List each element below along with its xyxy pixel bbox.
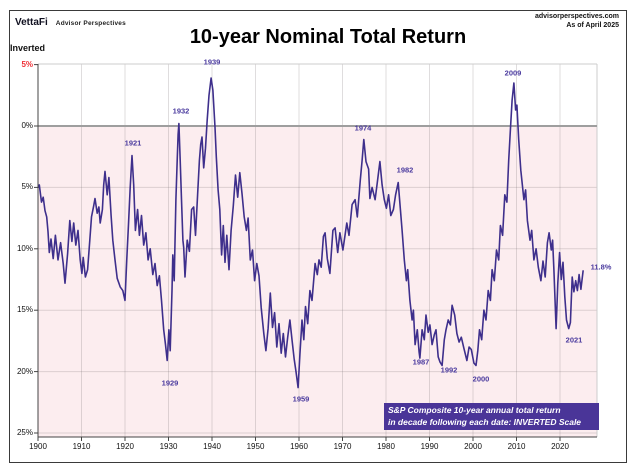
total-return-line <box>37 77 584 389</box>
annotation-1992: 1992 <box>440 365 458 375</box>
annotation-1921: 1921 <box>124 138 142 148</box>
annotation-1974: 1974 <box>354 123 372 133</box>
y-axis-label: 20% <box>16 366 33 376</box>
brand-subtitle: Advisor Perspectives <box>55 20 126 27</box>
caption-box: S&P Composite 10-year annual total retur… <box>384 403 599 430</box>
annotation-2000: 2000 <box>472 374 490 384</box>
y-axis-label: 5% <box>21 182 33 192</box>
as-of-date: As of April 2025 <box>566 22 619 29</box>
annotation-118: 11.8% <box>590 262 612 272</box>
y-axis-label: 15% <box>16 305 33 315</box>
x-axis-label: 1920 <box>116 442 134 451</box>
chart-outer-border <box>9 10 627 463</box>
annotation-1929: 1929 <box>161 378 179 388</box>
inverted-scale-note: Inverted <box>10 43 46 53</box>
caption-line-2: in decade following each date: INVERTED … <box>388 416 582 427</box>
annotation-2021: 2021 <box>565 335 583 345</box>
x-axis-label: 1980 <box>377 442 395 451</box>
annotation-1939: 1939 <box>203 57 221 67</box>
annotation-2009: 2009 <box>504 68 522 78</box>
vettafi-logo: VettaFi <box>15 17 48 28</box>
y-axis-label: 0% <box>21 121 33 130</box>
x-axis-label: 1950 <box>246 442 265 451</box>
x-axis-label: 2010 <box>507 442 526 451</box>
x-axis-label: 1940 <box>203 442 221 451</box>
x-axis-label: 1930 <box>159 442 178 451</box>
x-axis-label: 2020 <box>551 442 569 451</box>
caption-line-1: S&P Composite 10-year annual total retur… <box>388 405 561 415</box>
x-axis-label: 1960 <box>290 442 308 451</box>
y-axis-label: 25% <box>16 428 33 437</box>
x-axis-label: 1990 <box>420 442 439 451</box>
negative-return-shading <box>38 126 597 437</box>
x-axis-label: 1910 <box>72 442 91 451</box>
x-axis-label: 2000 <box>464 442 482 451</box>
source-url: advisorperspectives.com <box>534 13 619 20</box>
page-title: 10-year Nominal Total Return <box>189 26 467 48</box>
y-axis-label: 10% <box>16 243 33 253</box>
annotation-1932: 1932 <box>172 106 190 116</box>
source-block: advisorperspectives.com As of April 2025 <box>535 12 619 30</box>
annotation-1959: 1959 <box>292 394 310 404</box>
y-axis-label: 5% <box>21 59 33 69</box>
annotation-1987: 1987 <box>412 357 430 367</box>
brand-logo: VettaFi Advisor Perspectives <box>15 17 126 28</box>
x-axis-label: 1970 <box>333 442 352 451</box>
x-axis-label: 1900 <box>29 442 47 451</box>
annotation-1982: 1982 <box>396 165 414 175</box>
